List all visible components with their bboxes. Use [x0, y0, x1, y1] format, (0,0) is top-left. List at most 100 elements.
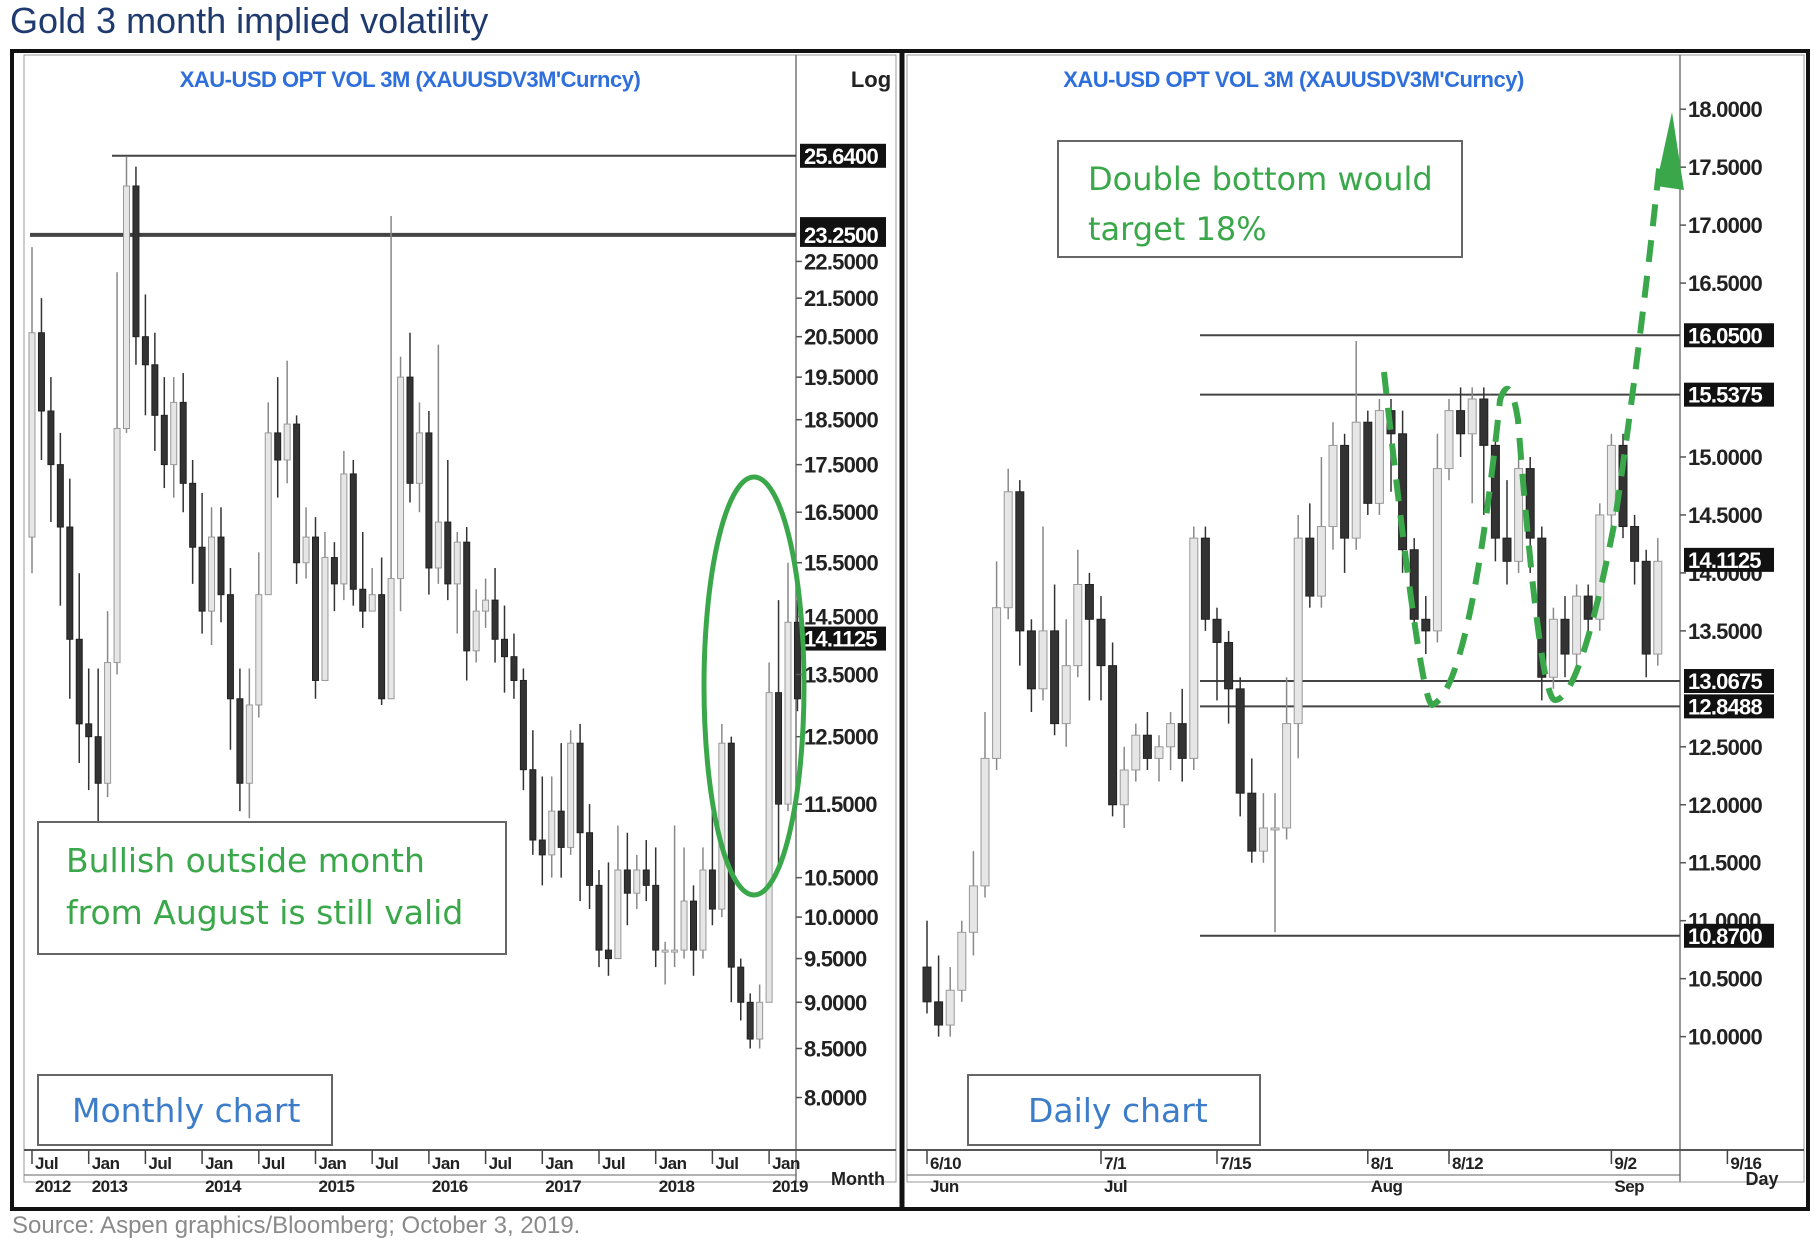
daily-label-box [967, 1074, 1261, 1146]
monthly-y-tick-label: 11.5000 [804, 792, 877, 817]
monthly-candle [321, 557, 329, 681]
monthly-x-tick-label: Jul [35, 1154, 58, 1173]
daily-candle [1015, 491, 1025, 632]
daily-candle [1618, 444, 1628, 528]
monthly-candle [633, 869, 641, 894]
monthly-candle [690, 900, 697, 951]
daily-candle [1247, 792, 1257, 852]
daily-x-tick-sublabel: Aug [1371, 1177, 1403, 1196]
monthly-chart-label: Monthly chart [72, 1091, 300, 1130]
monthly-candle [340, 473, 348, 585]
monthly-y-tick-label: 8.0000 [804, 1086, 867, 1111]
daily-candle [1572, 595, 1582, 655]
monthly-candle [642, 869, 650, 886]
monthly-candle [746, 1001, 754, 1040]
daily-candle [1583, 595, 1593, 620]
monthly-candle [491, 599, 499, 640]
monthly-candle [397, 376, 405, 580]
monthly-candle [708, 869, 716, 910]
monthly-x-tick-label: Jan [205, 1154, 233, 1173]
monthly-candle [170, 401, 178, 466]
daily-y-tick-label: 10.5000 [1688, 967, 1762, 992]
monthly-candle [189, 482, 197, 548]
daily-candle [992, 607, 1002, 759]
monthly-candle [56, 464, 64, 528]
daily-candle [1258, 827, 1268, 852]
page-title: Gold 3 month implied volatility [10, 0, 489, 41]
daily-candle [1606, 444, 1616, 516]
monthly-x-tick-label: Jan [319, 1154, 347, 1173]
monthly-level-label: 23.2500 [804, 223, 878, 248]
daily-level-label: 14.1125 [1688, 548, 1761, 573]
daily-y-tick-label: 14.5000 [1688, 503, 1762, 528]
double-bottom-note-line1: Double bottom would [1088, 160, 1433, 198]
daily-candle [1177, 723, 1187, 759]
monthly-level-box [800, 143, 886, 168]
monthly-candle [123, 185, 130, 429]
monthly-x-tick-label: Jul [602, 1154, 625, 1173]
monthly-candle [198, 546, 206, 612]
monthly-candle [463, 541, 471, 652]
monthly-candle [293, 423, 301, 564]
monthly-candle [75, 638, 83, 725]
monthly-chart: XAU-USD OPT VOL 3M (XAUUSDV3M'Curncy) Log… [23, 54, 897, 1196]
daily-level-box [1684, 382, 1774, 407]
daily-candle [1641, 560, 1651, 655]
daily-y-tick-label: 10.0000 [1688, 1025, 1762, 1050]
monthly-candle [434, 521, 442, 569]
monthly-candle [595, 884, 603, 951]
monthly-candle [756, 1001, 764, 1040]
monthly-candle [245, 704, 253, 784]
monthly-candle [614, 869, 622, 960]
daily-x-tick-sublabel: Jul [1104, 1177, 1127, 1196]
projection-arrow-head [1656, 112, 1684, 190]
daily-candle [1456, 410, 1466, 435]
bullish-note-box [37, 821, 507, 955]
daily-level-label: 16.0500 [1688, 323, 1762, 348]
monthly-candle [567, 742, 575, 848]
daily-level-label: 10.8700 [1688, 924, 1762, 949]
bullish-note-line1: Bullish outside month [66, 841, 425, 880]
daily-x-tick-label: 6/10 [930, 1154, 961, 1173]
monthly-candle [510, 656, 518, 681]
monthly-y-tick-label: 21.5000 [804, 286, 878, 311]
monthly-y-tick-label: 9.0000 [804, 990, 867, 1015]
monthly-candle [47, 410, 55, 466]
monthly-candle [349, 473, 357, 590]
daily-period-label: Day [1745, 1169, 1778, 1189]
monthly-chart-title: XAU-USD OPT VOL 3M (XAUUSDV3M'Curncy) [180, 67, 641, 92]
monthly-level-label: 14.1125 [804, 627, 877, 652]
monthly-x-tick-sublabel: 2016 [432, 1177, 468, 1196]
monthly-candle [274, 432, 282, 461]
daily-candle [1653, 560, 1663, 655]
monthly-x-tick-label: Jan [432, 1154, 460, 1173]
monthly-candle [141, 336, 149, 366]
monthly-candle [226, 594, 234, 700]
daily-candle [968, 885, 978, 933]
monthly-candle [283, 423, 291, 461]
daily-candle [1514, 468, 1524, 562]
daily-level-label: 12.8488 [1688, 694, 1762, 719]
daily-candle [1351, 421, 1361, 539]
monthly-y-tick-label: 8.5000 [804, 1037, 867, 1062]
monthly-candle [576, 742, 584, 834]
daily-candle [1050, 630, 1060, 725]
monthly-candle [775, 692, 783, 805]
daily-level-label: 15.5375 [1688, 383, 1762, 408]
daily-candle [1479, 398, 1489, 446]
monthly-candle [208, 536, 216, 612]
monthly-y-tick-label: 20.5000 [804, 325, 878, 350]
daily-y-tick-label: 16.5000 [1688, 271, 1762, 296]
daily-candle [934, 1001, 944, 1026]
daily-y-tick-label: 17.5000 [1688, 155, 1762, 180]
daily-x-tick-label: 7/15 [1220, 1154, 1251, 1173]
monthly-candle [264, 432, 272, 596]
daily-candle [1026, 630, 1036, 690]
daily-candle [980, 757, 990, 887]
daily-x-tick-label: 7/1 [1104, 1154, 1126, 1173]
monthly-x-tick-label: Jan [772, 1154, 800, 1173]
monthly-candle [784, 621, 792, 805]
monthly-y-tick-label: 22.5000 [804, 249, 878, 274]
daily-candle [1340, 444, 1350, 539]
monthly-candle [368, 594, 376, 612]
